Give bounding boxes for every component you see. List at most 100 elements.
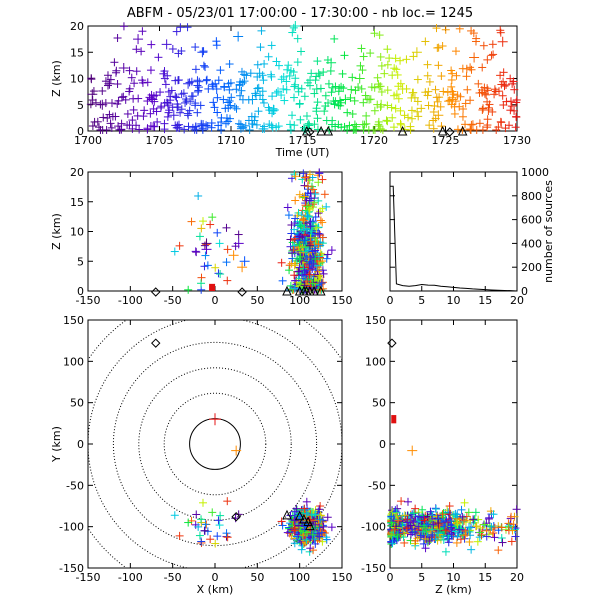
x-tick-label: 1725: [432, 134, 460, 147]
x-tick-label: 20: [510, 294, 524, 307]
y-tick-label: -150: [361, 562, 386, 575]
y-tick-label: 0: [77, 285, 84, 298]
histogram-line: [390, 185, 518, 292]
station-triangle: [437, 125, 448, 136]
range-ring: [138, 367, 292, 521]
plan-view-panel: -150 -100 -50 0 50 100 150 -150 -100 -50 0 50 100 150…: [50, 314, 353, 596]
x-tick-label: 1720: [360, 134, 388, 147]
y-tick-label: 15: [70, 196, 84, 209]
range-ring: [189, 418, 241, 470]
station-triangle: [309, 285, 319, 296]
x-tick-label: 0: [387, 571, 394, 584]
station-diamond: [445, 127, 455, 137]
y-tick-label: 5: [77, 255, 84, 268]
y-tick-label: -50: [368, 479, 386, 492]
x-tick-label: 100: [289, 571, 310, 584]
station-diamond: [304, 127, 315, 137]
y-tick-label: 0: [379, 438, 386, 451]
x-tick-label: 150: [332, 294, 353, 307]
y-tick-label: 10: [70, 226, 84, 239]
x-axis-label: Time (UT): [275, 146, 330, 159]
station-diamond: [151, 287, 161, 297]
range-rings: [88, 320, 342, 568]
surface-marker: [209, 283, 216, 291]
y-tick-label: -50: [66, 479, 84, 492]
height-y-panel: 0 5 10 15 20 -150 -100 -50 0 50 100 150 Z (km): [361, 314, 524, 596]
x-tick-label: -150: [76, 294, 101, 307]
x-tick-label: 1730: [503, 134, 531, 147]
station-triangle: [305, 520, 315, 531]
y-tick-label: 0: [77, 438, 84, 451]
y-tick-label: 10: [70, 73, 84, 86]
y-tick-label: 400: [521, 237, 542, 250]
y-axis-label: Z (km): [50, 60, 63, 97]
station-triangle: [294, 510, 305, 521]
y-tick-label: 100: [63, 355, 84, 368]
x-axis-label: Z (km): [435, 583, 472, 596]
station-triangle: [457, 125, 468, 136]
x-tick-label: 1705: [146, 134, 174, 147]
x-tick-label: -50: [164, 294, 182, 307]
y-axis-label: Y (km): [50, 426, 63, 463]
station-triangle: [397, 125, 408, 136]
x-tick-label: 15: [478, 294, 492, 307]
y-tick-label: 200: [521, 261, 542, 274]
x-tick-label: 1710: [217, 134, 245, 147]
x-tick-label: 50: [250, 571, 264, 584]
chart-title: ABFM - 05/23/01 17:00:00 - 17:30:00 - nb…: [127, 6, 473, 21]
station-triangle: [301, 125, 312, 136]
x-tick-label: -50: [164, 571, 182, 584]
station-triangle: [316, 285, 326, 296]
y-tick-label: 1000: [521, 166, 549, 179]
y-tick-label: -100: [361, 521, 386, 534]
y-tick-label: 0: [77, 125, 84, 138]
station-triangle: [282, 509, 292, 520]
y-tick-label: 0: [521, 285, 528, 298]
plot-frame: [87, 25, 518, 132]
x-tick-label: 10: [447, 294, 461, 307]
y-tick-label: 150: [365, 314, 386, 327]
x-tick-label: 150: [332, 571, 353, 584]
x-tick-label: 5: [418, 571, 425, 584]
station-diamond: [231, 512, 241, 522]
x-tick-label: 15: [478, 571, 492, 584]
x-tick-label: 20: [510, 571, 524, 584]
x-tick-label: 0: [387, 294, 394, 307]
x-tick-label: 10: [447, 571, 461, 584]
x-tick-label: 100: [289, 294, 310, 307]
y-tick-label: 50: [70, 397, 84, 410]
x-axis-label: X (km): [197, 583, 234, 596]
y-tick-label: -100: [59, 521, 84, 534]
y-tick-label: 150: [63, 314, 84, 327]
station-diamond: [237, 287, 247, 297]
y-tick-label: -150: [59, 562, 84, 575]
y-tick-label: 20: [70, 166, 84, 179]
x-height-panel: -150 -100 -50 0 50 100 150 0 5 10 15 20 Z (km): [50, 166, 353, 307]
x-tick-label: -100: [118, 571, 143, 584]
y-tick-label: 600: [521, 214, 542, 227]
station-triangle: [316, 125, 326, 136]
x-tick-label: 5: [418, 294, 425, 307]
y-tick-label: 100: [365, 355, 386, 368]
range-ring: [112, 341, 318, 547]
time-height-panel: 1700 1705 1710 1715 1720 1725 1730 0 5 10 15 20 Time…: [50, 20, 531, 159]
x-tick-label: -150: [76, 571, 101, 584]
y-tick-label: 50: [372, 397, 386, 410]
x-tick-label: 1700: [74, 134, 102, 147]
range-ring: [163, 392, 267, 496]
station-triangle: [323, 125, 334, 136]
y-axis-label: number of sources: [542, 180, 555, 283]
x-tick-label: -100: [118, 294, 143, 307]
station-triangle: [299, 513, 309, 524]
y-axis-label: Z (km): [50, 213, 63, 250]
x-tick-label: 50: [250, 294, 264, 307]
y-tick-label: 5: [77, 99, 84, 112]
station-triangle: [282, 285, 292, 296]
y-tick-label: 15: [70, 46, 84, 59]
plot-frame: [389, 171, 518, 292]
y-tick-label: 800: [521, 190, 542, 203]
y-tick-label: 20: [70, 20, 84, 33]
range-ring: [88, 320, 342, 568]
